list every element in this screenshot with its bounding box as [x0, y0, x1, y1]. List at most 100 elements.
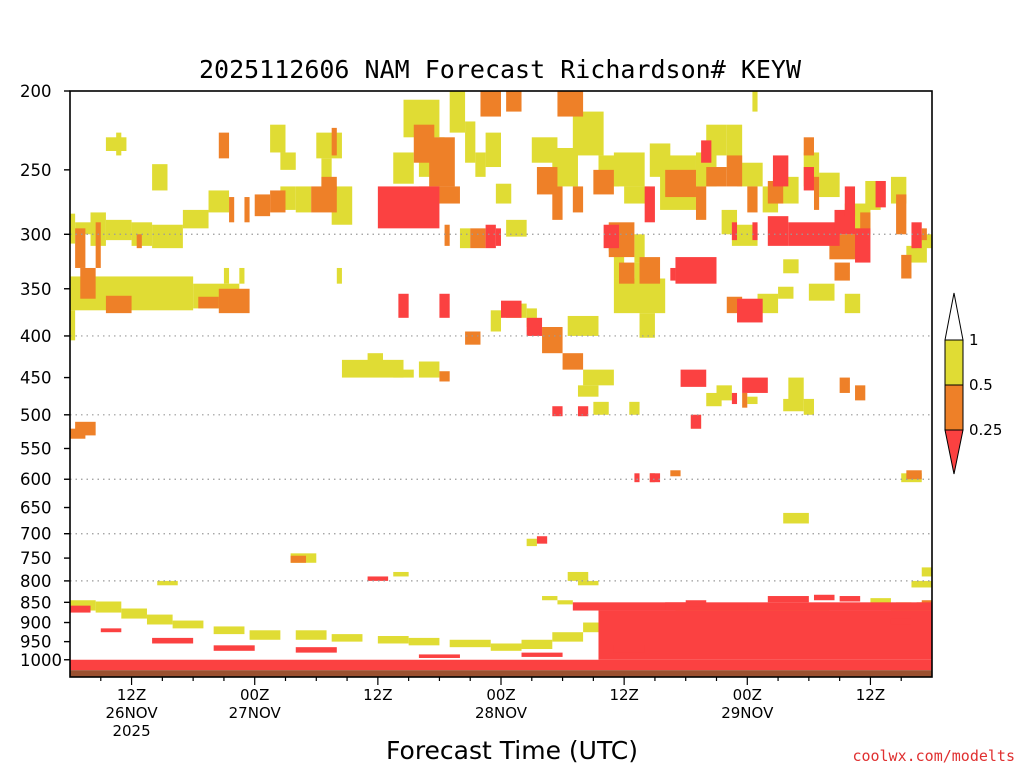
ri-cell — [295, 186, 312, 213]
ri-cell — [783, 512, 809, 524]
ri-cell — [803, 398, 814, 415]
ri-cell — [542, 327, 563, 354]
ri-cell — [229, 197, 235, 223]
x-tick-label: 12Z — [609, 686, 638, 704]
ri-cell — [567, 571, 589, 581]
ri-cell — [75, 228, 86, 268]
ri-cell — [213, 645, 255, 651]
ri-cell — [731, 392, 738, 405]
ri-cell — [803, 137, 814, 156]
ri-cell — [906, 470, 922, 480]
colorbar-bottom-triangle — [944, 429, 964, 475]
y-tick-label: 700 — [20, 525, 52, 544]
ri-cell — [223, 267, 230, 284]
ri-cell — [70, 670, 932, 677]
ri-cell — [911, 580, 932, 588]
ri-cell — [901, 254, 912, 279]
ri-cell — [844, 293, 861, 314]
ri-cell — [598, 610, 932, 660]
ri-cell — [270, 190, 286, 213]
ri-cell — [613, 645, 645, 653]
y-tick-label: 300 — [20, 225, 52, 244]
ri-cell — [377, 186, 440, 229]
series-3 — [70, 670, 932, 677]
ri-cell — [485, 132, 501, 168]
ri-cell — [521, 639, 553, 649]
ri-cell — [449, 639, 491, 648]
ri-cell — [675, 257, 717, 284]
ri-cell — [449, 91, 466, 133]
ri-cell — [198, 296, 219, 309]
ri-cell — [613, 152, 645, 187]
ri-cell — [182, 209, 209, 229]
ri-cell — [613, 278, 666, 314]
series-1 — [70, 91, 932, 609]
ri-cell — [670, 267, 676, 281]
ri-cell — [706, 167, 727, 187]
ri-cell — [367, 353, 383, 362]
ri-cell — [526, 538, 537, 547]
ri-cell — [619, 262, 635, 284]
ri-cell — [844, 186, 856, 217]
ri-cell — [593, 169, 614, 195]
ri-cell — [393, 152, 414, 184]
ri-cell — [690, 414, 702, 429]
ri-cell — [583, 369, 614, 386]
ri-cell — [716, 604, 748, 611]
ri-cell — [501, 300, 522, 318]
ri-cell — [336, 267, 342, 284]
y-tick-label: 750 — [20, 549, 52, 568]
ri-cell — [536, 536, 548, 544]
ri-cell — [572, 186, 584, 213]
ri-cell — [921, 228, 927, 241]
ri-cell — [747, 186, 758, 213]
y-tick-label: 450 — [20, 369, 52, 388]
ri-cell — [737, 298, 763, 323]
ri-cell — [254, 194, 271, 217]
ri-cell — [921, 600, 932, 605]
ri-cell — [105, 295, 132, 314]
ri-cell — [742, 392, 748, 408]
ri-cell — [321, 176, 337, 191]
ri-cell — [70, 600, 96, 611]
colorbar-top-triangle — [944, 292, 964, 341]
ri-cell — [506, 219, 527, 237]
ri-cell — [280, 152, 296, 170]
ri-cell — [521, 652, 563, 657]
ri-cell — [557, 91, 584, 117]
ri-cell — [244, 197, 250, 223]
ri-cell — [152, 164, 168, 191]
x-axis-title: Forecast Time (UTC) — [386, 736, 638, 765]
y-tick-label: 200 — [20, 82, 52, 101]
ri-cell — [639, 257, 661, 284]
ri-cell — [341, 359, 404, 378]
ri-cell — [665, 169, 696, 198]
ri-cell — [249, 630, 281, 640]
ri-cell — [552, 632, 584, 642]
ri-cell — [152, 224, 183, 249]
ri-cell — [629, 401, 640, 415]
ri-cell — [465, 121, 476, 163]
ri-cell — [562, 353, 584, 370]
ri-cell — [213, 626, 245, 635]
ri-cell — [393, 369, 414, 378]
credit-link[interactable]: coolwx.com/modelts — [852, 747, 1015, 765]
ri-cell — [552, 406, 563, 417]
y-tick-label: 900 — [20, 614, 52, 633]
ri-cell — [367, 576, 389, 581]
ri-cell — [803, 167, 814, 191]
ri-cell — [418, 654, 460, 658]
ri-cell — [921, 567, 932, 577]
ri-cell — [855, 385, 866, 401]
ri-cell — [680, 369, 707, 387]
ri-cell — [146, 614, 173, 625]
ri-cell — [495, 228, 501, 246]
ri-cell — [624, 186, 650, 204]
ri-cell — [788, 377, 804, 401]
ri-cell — [398, 293, 409, 318]
ri-cell — [557, 600, 573, 605]
ri-cell — [731, 222, 738, 241]
ri-cell — [860, 212, 871, 235]
y-tick-label: 600 — [20, 470, 52, 489]
